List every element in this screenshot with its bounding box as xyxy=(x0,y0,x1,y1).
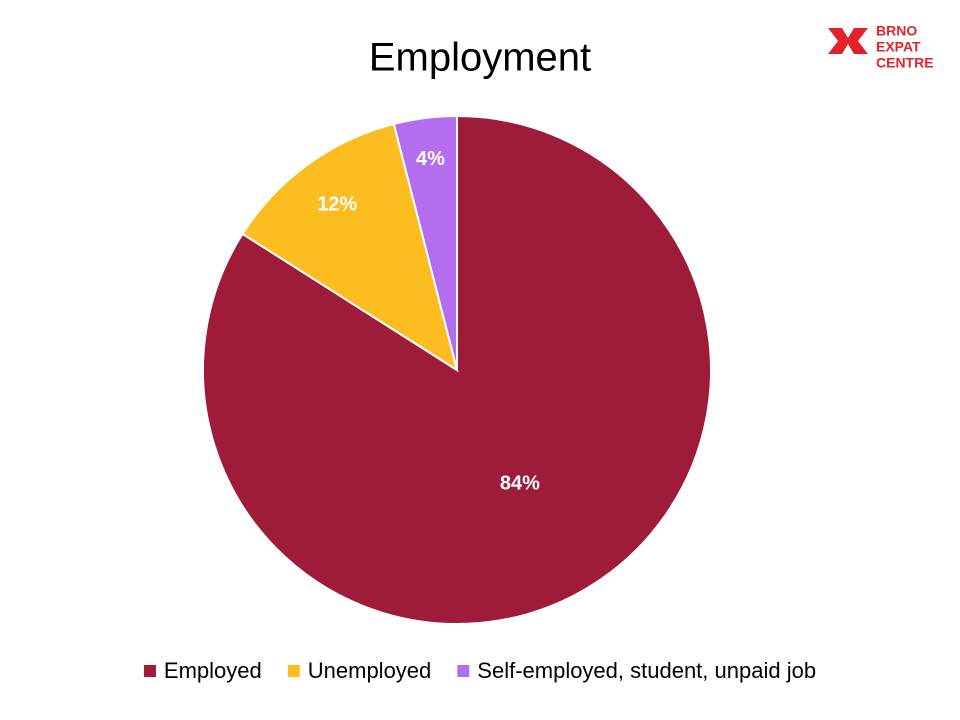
legend-swatch xyxy=(143,665,156,677)
data-label: 12% xyxy=(317,193,357,215)
logo-text: CENTRE xyxy=(876,55,934,71)
data-label: 4% xyxy=(416,148,445,170)
legend-label: Employed xyxy=(164,658,262,683)
legend: Employed Unemployed Self-employed, student… xyxy=(143,658,816,683)
logo-mark xyxy=(828,28,868,54)
legend-swatch xyxy=(457,665,470,677)
pie-slice xyxy=(241,122,459,373)
logo-text: BRNO xyxy=(876,23,917,39)
chart-title: Employment xyxy=(369,36,591,80)
data-label: 84% xyxy=(500,473,540,495)
legend-swatch xyxy=(287,665,300,677)
pie: 84% 12% 4% xyxy=(202,114,712,625)
pie-slice xyxy=(392,114,458,371)
legend-label: Unemployed xyxy=(308,658,432,683)
logo: BRNO EXPAT CENTRE xyxy=(828,23,934,71)
legend-label: Self-employed, student, unpaid job xyxy=(477,658,816,683)
logo-text: EXPAT xyxy=(876,39,921,55)
